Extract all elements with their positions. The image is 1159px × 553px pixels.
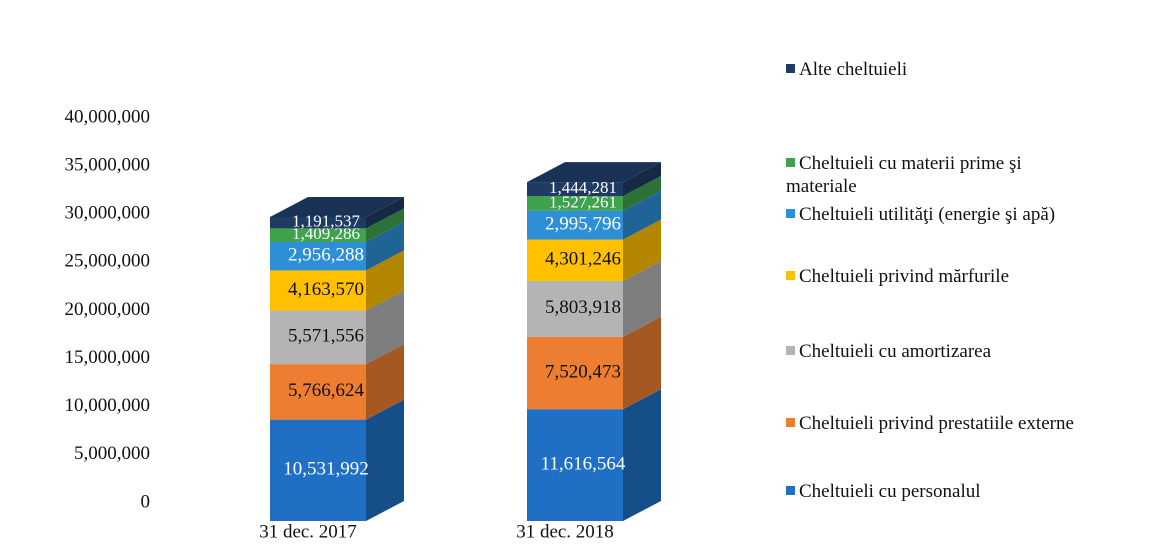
y-tick-label: 5,000,000: [74, 443, 150, 464]
bar-top: [270, 196, 404, 217]
value-label: 7,520,473: [545, 361, 621, 382]
bar-side: [623, 219, 661, 281]
bar-segment: [527, 409, 623, 521]
bar-side: [366, 196, 404, 229]
value-label: 2,956,288: [288, 245, 364, 266]
y-tick-label: 0: [141, 491, 151, 512]
bar-segment: [270, 228, 366, 242]
y-tick-label: 10,000,000: [65, 395, 151, 416]
bar-side: [623, 176, 661, 211]
bar-segment: [270, 241, 366, 271]
bar-side: [623, 316, 661, 410]
bar-segment: [270, 310, 366, 365]
bar-side: [366, 208, 404, 242]
bar-side: [366, 399, 404, 521]
legend-swatch: [786, 486, 795, 495]
bar-segment: [527, 196, 623, 211]
value-label: 5,803,918: [545, 297, 621, 318]
bar-side: [366, 250, 404, 311]
y-tick-label: 30,000,000: [65, 203, 151, 224]
bar-top: [527, 162, 661, 183]
value-label: 2,995,796: [545, 213, 621, 234]
value-label: 4,301,246: [545, 249, 621, 270]
bar-segment: [527, 210, 623, 240]
legend-label: Cheltuieli privind mărfurile: [799, 266, 1010, 287]
legend-swatch: [786, 209, 795, 218]
legend-swatch: [786, 418, 795, 427]
bar-side: [366, 344, 404, 420]
y-tick-label: 20,000,000: [65, 299, 151, 320]
legend-label: Cheltuieli cu materii prime şi materiale: [786, 153, 1022, 197]
value-label: 1,527,261: [549, 192, 617, 211]
bar-side: [623, 260, 661, 337]
value-label: 1,409,286: [292, 224, 360, 243]
bar-segment: [527, 182, 623, 197]
legend-entry: Cheltuieli cu materii prime şi materiale: [786, 152, 1086, 198]
value-label: 11,616,564: [541, 453, 626, 474]
bar-segment: [527, 280, 623, 337]
legend-entry: Cheltuieli privind mărfurile: [786, 265, 1156, 288]
legend-label: Alte cheltuieli: [799, 59, 908, 80]
legend-entry: Cheltuieli cu amortizarea: [786, 340, 1156, 363]
bar-side: [623, 162, 661, 197]
y-tick-label: 15,000,000: [65, 347, 151, 368]
bar-segment: [527, 336, 623, 410]
y-tick-label: 40,000,000: [65, 106, 151, 127]
bar-segment: [527, 239, 623, 281]
legend-entry: Cheltuieli privind prestatiile externe: [786, 412, 1086, 435]
value-label: 4,163,570: [288, 279, 364, 300]
value-label: 5,571,556: [288, 326, 364, 347]
legend-label: Cheltuieli privind prestatiile externe: [799, 413, 1074, 434]
bar-side: [366, 290, 404, 365]
bar-segment: [270, 364, 366, 420]
value-label: 10,531,992: [283, 459, 369, 480]
legend-label: Cheltuieli cu amortizarea: [799, 341, 992, 362]
value-label: 5,766,624: [288, 380, 365, 401]
bar-segment: [270, 270, 366, 311]
legend-swatch: [786, 271, 795, 280]
bar-side: [623, 190, 661, 240]
bar-side: [366, 221, 404, 271]
legend-label: Cheltuieli utilităţi (energie şi apă): [799, 204, 1056, 225]
legend-entry: Cheltuieli cu personalul: [786, 480, 1156, 503]
x-tick-label: 31 dec. 2018: [516, 521, 614, 542]
legend-swatch: [786, 346, 795, 355]
legend-entry: Cheltuieli utilităţi (energie şi apă): [786, 203, 1156, 226]
legend-swatch: [786, 64, 795, 73]
bar-segment: [270, 216, 366, 229]
y-tick-label: 25,000,000: [65, 251, 151, 272]
bar-segment: [270, 419, 366, 521]
legend-entry: Alte cheltuieli: [786, 58, 1156, 81]
bar-side: [623, 389, 661, 521]
value-label: 1,444,281: [549, 178, 617, 197]
y-tick-label: 35,000,000: [65, 154, 151, 175]
x-tick-label: 31 dec. 2017: [259, 521, 357, 542]
legend-swatch: [786, 158, 795, 167]
value-label: 1,191,537: [292, 212, 361, 231]
legend-label: Cheltuieli cu personalul: [799, 481, 981, 502]
